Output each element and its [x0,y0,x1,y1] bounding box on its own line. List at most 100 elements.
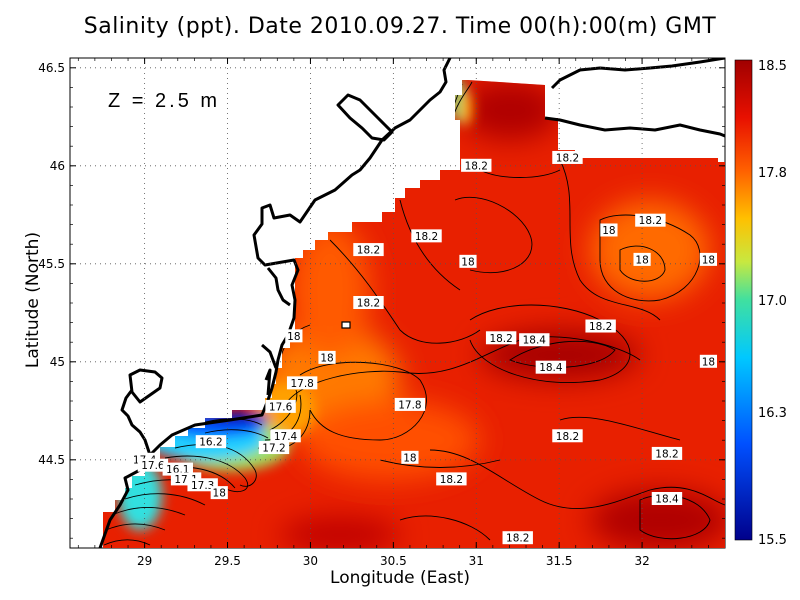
coastline-northeast-2 [544,116,725,138]
chart-title: Salinity (ppt). Date 2010.09.27. Time 00… [83,14,717,39]
coastlines [98,58,725,548]
contour-label-box [600,223,618,237]
contour-label: 18.2 [556,431,579,443]
colorbar-tick-label: 17.8 [758,166,787,181]
depth-annotation: Z = 2.5 m [108,90,220,112]
east-low-patch [590,200,710,300]
contour-line [299,361,427,441]
contour-label: 17.4 [274,431,298,443]
y-tick-label: 45.5 [38,257,65,271]
coastline-delta-edge [264,368,272,396]
contour-label-box [436,472,467,486]
contour-line [379,459,501,468]
contour-label: 16.2 [199,437,222,449]
contour-line [111,507,186,516]
contour-label-box [353,296,384,309]
contour-label: 18 [635,254,648,266]
contour-label: 18.2 [556,152,579,164]
contour-line [105,523,166,531]
y-tick-label: 46.5 [38,61,65,75]
contour-label-box [459,254,477,268]
contour-label: 18.2 [489,333,512,345]
x-tick-label: 31.5 [546,554,573,568]
contour-label: 18 [287,331,300,343]
contour-label-box [633,252,651,266]
south-central-lobe [300,400,480,480]
contour-label-box [285,329,303,343]
contour-line [479,169,561,178]
x-tick-label: 30.5 [380,554,407,568]
coastline-northeast [550,58,725,90]
colorbar-tick-label: 16.3 [758,406,787,421]
contour-line [619,245,666,282]
contour-label: 18.2 [465,160,488,172]
contour-label-box [394,397,426,411]
contour-label-box [258,441,290,455]
contour-label-box [485,331,517,345]
contour-label-box [461,158,492,172]
colorbar-tick-label: 18.5 [758,59,787,74]
north-inlet-orange [460,90,472,126]
contour-label-box [519,333,550,347]
coastline-west [120,389,152,456]
contour-label-box [502,531,533,545]
contour-label-box [265,399,296,413]
contour-label-box [699,354,718,368]
contour-label: 18 [320,352,333,364]
contour-label: 18.2 [639,215,662,227]
contour-label: 17.6 [141,460,165,472]
contour-label-box [651,446,683,460]
contour-label-box [187,478,218,492]
contour-line [469,304,631,384]
contour-label-box [270,429,301,443]
contour-label-box [535,360,567,374]
contour-line [103,539,151,546]
coastline-north-peninsula [336,93,394,142]
x-tick-label: 32 [634,554,649,568]
colorbar: 18.5 17.8 17.0 16.3 15.5 [734,59,787,548]
contour-label-box [318,350,336,364]
contour-label: 17.8 [290,378,313,390]
contour-label: 18 [702,356,715,368]
contour-label: 17.8 [398,399,421,411]
contour-label-box [552,429,583,443]
contour-label-box [585,319,616,333]
colorbar-ticks: 18.5 17.8 17.0 16.3 15.5 [758,59,787,548]
contour-line [164,455,248,493]
colorbar-tick-label: 17.0 [758,294,787,309]
colorbar-ramp [734,59,753,541]
coastline-danube-branch [266,267,291,307]
contour-line [429,449,725,509]
contour-label-box [210,486,228,500]
contour-label-box [411,229,442,243]
south-high-patch [590,490,725,548]
contour-label: 18.2 [357,298,380,310]
contour-label: 18.4 [655,494,679,506]
contour-line [559,416,681,441]
contour-label: 17.6 [269,401,293,413]
x-tick-label: 31 [469,554,484,568]
contour-label: 18.4 [523,335,547,347]
y-tick-label: 45 [50,355,65,369]
contour-line [559,159,661,321]
contour-label: 18 [461,256,474,268]
contour-line [399,515,491,541]
contour-line [121,493,206,506]
southwest-high-patch [280,517,400,548]
y-tick-label: 46 [50,159,65,173]
contour-label: 18.2 [440,474,463,486]
contour-label: 18 [213,488,226,500]
coastline-danube-branch-2 [261,343,278,369]
contour-label: 18 [403,452,416,464]
contour-label-box [353,243,384,257]
contour-label-box [137,458,169,472]
contour-label: 17.2 [262,443,285,455]
y-tick-label: 44.5 [38,453,65,467]
contour-label-box [401,450,419,464]
gridlines [70,58,725,548]
contour-line [454,196,533,274]
contour-label-box [651,492,683,505]
contour-label-box [286,376,318,390]
contour-labels: 18.2 18.2 18.2 18.2 18 18.2 18 18 18 18.2 18 18 18.2… [129,150,718,545]
contour-label: 18.2 [357,245,380,257]
